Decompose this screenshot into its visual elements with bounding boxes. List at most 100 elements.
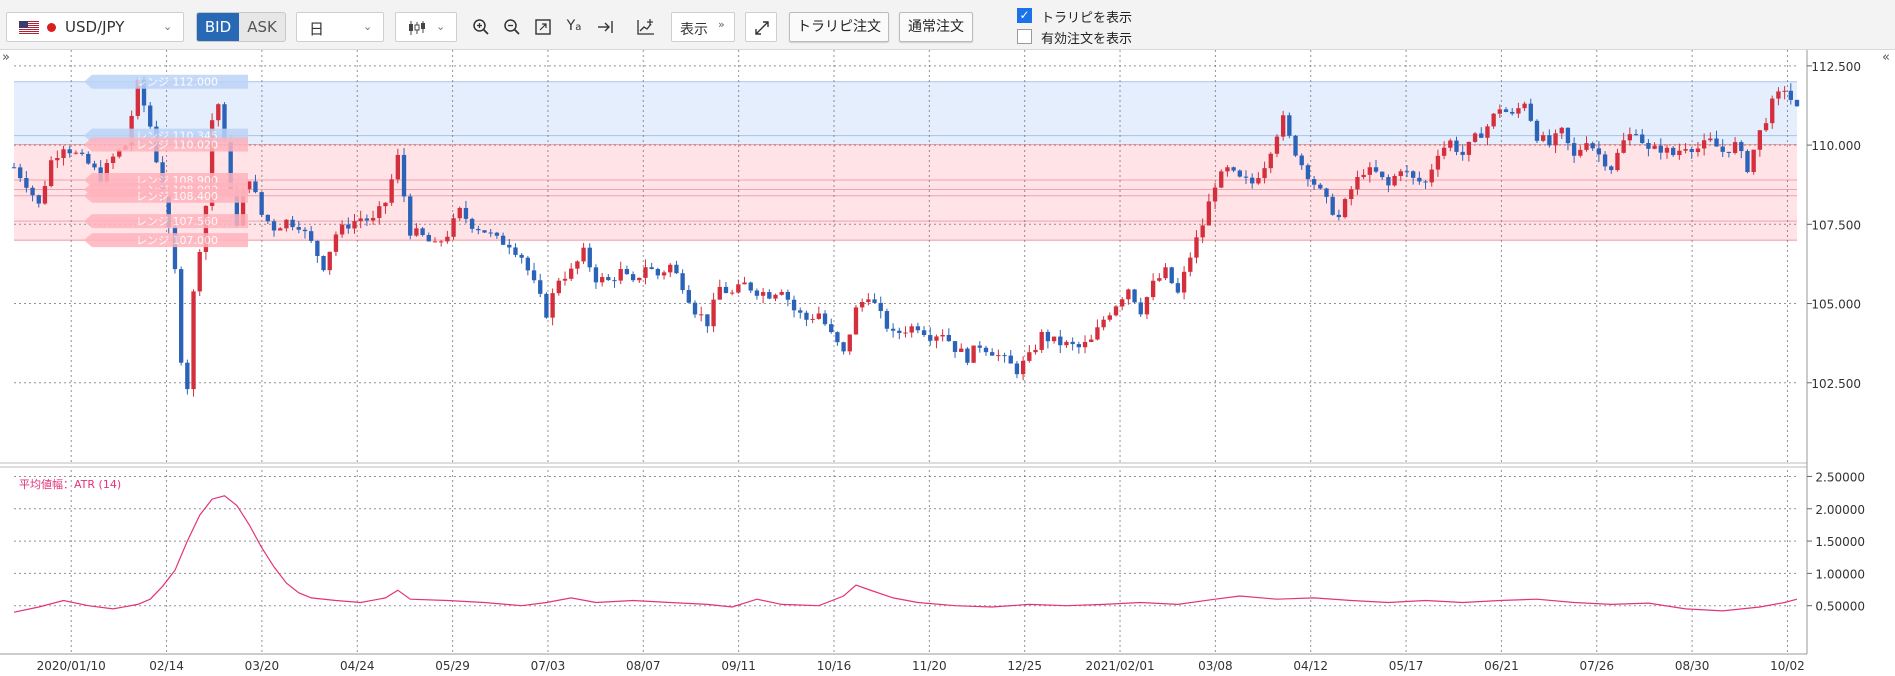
candle-body [884, 311, 890, 329]
period-select[interactable]: 日 ⌄ [296, 12, 384, 42]
zoom-out-button[interactable] [498, 12, 526, 42]
chart-area[interactable]: 112.500 110.000 107.500 105.000 102.500 レンジ 1… [0, 50, 1895, 676]
candle-body [890, 328, 896, 331]
candle-body [1497, 109, 1503, 114]
chart-toolbar: USD/JPY ⌄ BID ASK 日 ⌄ ⌄ Ya 表示 » [0, 0, 1895, 50]
trap-range-tag: レンジ 108.400 [84, 188, 248, 203]
atr-line [13, 495, 1798, 613]
candle-body [779, 291, 784, 295]
add-indicator-icon [637, 19, 654, 35]
candle-body [866, 299, 871, 302]
candle-body [637, 277, 642, 281]
bid-button[interactable]: BID [197, 13, 239, 41]
candle-body [253, 181, 258, 193]
candle-body [952, 341, 958, 352]
candle-body [321, 255, 326, 271]
show-active-orders-checkbox[interactable] [1017, 29, 1032, 44]
zoom-in-button[interactable] [467, 12, 495, 42]
right-panel-toggle-icon[interactable]: « [1882, 50, 1890, 65]
trap-range-tag: レンジ 110.020 [84, 137, 248, 152]
candle-body [1627, 134, 1633, 141]
candle-body [463, 207, 469, 219]
candle-body [550, 293, 555, 318]
candle-body [748, 282, 753, 291]
candle-body [736, 284, 741, 293]
time-tick-label: 2020/01/10 [37, 659, 106, 673]
candle-body [135, 79, 140, 116]
candle-body [1299, 155, 1304, 166]
candle-body [469, 218, 475, 229]
add-indicator-button[interactable] [632, 12, 660, 42]
candle-body [346, 224, 351, 229]
candle-body [711, 299, 716, 327]
time-tick-label: 04/24 [340, 659, 375, 673]
candle-body [965, 348, 970, 363]
ask-button[interactable]: ASK [247, 18, 277, 36]
candle-body [1120, 299, 1125, 307]
candle-body [185, 362, 190, 390]
candle-body [1243, 176, 1249, 178]
candle-body [352, 221, 357, 229]
candle-body [649, 267, 654, 269]
normal-order-button[interactable]: 通常注文 [899, 12, 973, 42]
trap-range-label: レンジ 107.560 [136, 215, 218, 228]
trap-range-tag: レンジ 107.560 [84, 214, 248, 229]
chevron-down-icon: ⌄ [436, 20, 446, 33]
candle-body [699, 314, 704, 316]
candle-body [531, 270, 537, 281]
scroll-end-button[interactable] [591, 12, 619, 42]
candle-body [11, 167, 17, 169]
candle-body [723, 286, 729, 293]
candle-body [1584, 143, 1589, 150]
candle-body [228, 140, 233, 191]
candle-body [166, 195, 171, 228]
candle-body [1169, 267, 1174, 284]
chart-type-select[interactable]: ⌄ [395, 12, 457, 42]
candle-body [234, 190, 240, 226]
candle-body [1708, 138, 1713, 141]
candle-body [804, 312, 809, 320]
candle-body [1559, 127, 1564, 134]
candle-body [1386, 177, 1391, 186]
candle-body [1361, 174, 1366, 178]
candle-body [1714, 138, 1719, 147]
trap-range-label: レンジ 108.400 [136, 190, 218, 203]
candle-body [1671, 147, 1676, 156]
candle-body [575, 261, 580, 269]
candle-body [1664, 147, 1670, 153]
fullscreen-button[interactable] [745, 12, 777, 42]
candle-body [1435, 155, 1441, 170]
candle-body [525, 257, 531, 271]
candle-body [581, 247, 586, 262]
display-menu-button[interactable]: 表示 » [671, 12, 735, 42]
candle-body [1441, 147, 1447, 156]
show-trap-checkbox[interactable]: ✓ [1017, 8, 1032, 23]
candle-body [1194, 237, 1199, 258]
candle-body [265, 214, 270, 222]
candle-body [1342, 199, 1348, 218]
candle-body [1039, 331, 1044, 350]
price-label-button[interactable]: Ya [560, 12, 588, 42]
price-tick-label: 105.000 [1811, 298, 1861, 312]
candle-body [1014, 363, 1020, 375]
left-panel-toggle-icon[interactable]: » [2, 50, 10, 65]
fit-icon [535, 19, 551, 35]
symbol-select[interactable]: USD/JPY ⌄ [6, 12, 184, 42]
candle-body [1565, 127, 1571, 144]
trap-order-button[interactable]: トラリピ注文 [789, 12, 889, 42]
candle-body [1101, 319, 1106, 328]
fit-button[interactable] [529, 12, 557, 42]
candle-body [24, 178, 29, 188]
candle-body [1274, 136, 1280, 154]
candle-body [197, 251, 202, 292]
candle-body [191, 291, 196, 390]
candle-body [482, 230, 487, 233]
candle-body [1132, 289, 1137, 303]
candle-body [760, 292, 766, 296]
candle-body [1163, 267, 1168, 279]
candle-body [30, 187, 35, 196]
candle-body [742, 282, 747, 285]
candle-body [680, 273, 685, 291]
candle-body [73, 152, 79, 154]
candle-body [1392, 175, 1397, 186]
